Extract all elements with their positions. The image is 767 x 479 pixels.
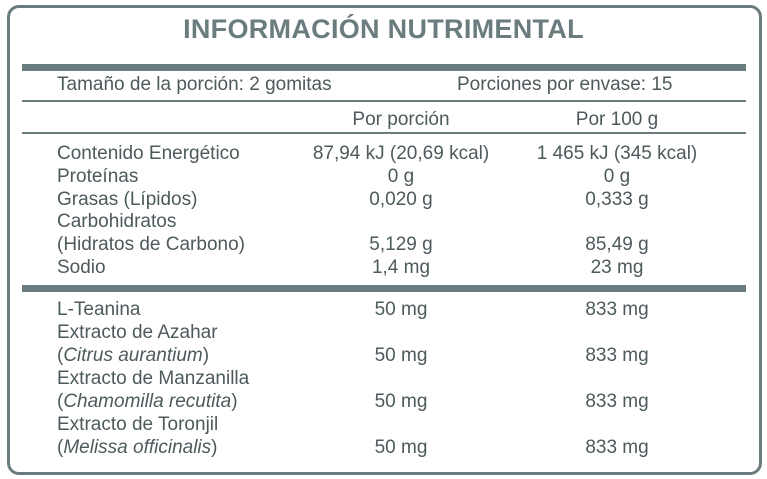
per-100g: 85,49 g xyxy=(585,234,649,255)
per-portion: 50 mg xyxy=(374,299,428,320)
parenthesis: ( xyxy=(57,391,64,412)
row-label: Sodio xyxy=(57,257,106,278)
per-100g: 23 mg xyxy=(590,257,644,278)
row-label: Proteínas xyxy=(57,166,139,187)
row-label: Grasas (Lípidos) xyxy=(57,189,198,210)
per-100g: 833 mg xyxy=(585,299,649,320)
servings-per-container: Porciones por envase: 15 xyxy=(457,74,673,95)
thick-rule xyxy=(22,64,746,71)
row-sublabel: (Citrus aurantium) xyxy=(57,344,209,368)
row-sublabel: (Chamomilla recutita) xyxy=(57,390,238,414)
per-100g: 833 mg xyxy=(585,391,649,412)
row-sublabel: (Hidratos de Carbono) xyxy=(57,234,245,255)
scientific-name: Chamomilla recutita xyxy=(63,391,232,412)
row-label: Extracto de Manzanilla xyxy=(57,368,250,389)
parenthesis: ( xyxy=(57,345,64,366)
thin-rule xyxy=(22,132,746,134)
row-label: Carbohidratos xyxy=(57,211,177,232)
per-portion: 0,020 g xyxy=(369,189,433,210)
scientific-name: Citrus aurantium xyxy=(63,345,203,366)
per-100g: 0 g xyxy=(603,166,631,187)
per-100g: 0,333 g xyxy=(585,189,649,210)
frame xyxy=(7,5,762,475)
thick-rule xyxy=(22,285,746,292)
row-label: L-Teanina xyxy=(57,299,141,320)
parenthesis: ( xyxy=(57,437,64,458)
per-portion: 0 g xyxy=(387,166,415,187)
column-header: Por porción xyxy=(352,109,450,130)
per-portion: 50 mg xyxy=(374,391,428,412)
per-portion: 5,129 g xyxy=(369,234,433,255)
per-100g: 833 mg xyxy=(585,437,649,458)
title: INFORMACIÓN NUTRIMENTAL xyxy=(183,14,584,44)
parenthesis: ) xyxy=(211,437,218,458)
parenthesis: ) xyxy=(231,391,238,412)
per-100g: 1 465 kJ (345 kcal) xyxy=(536,143,698,164)
row-label: Extracto de Toronjil xyxy=(57,414,219,435)
per-portion: 87,94 kJ (20,69 kcal) xyxy=(312,143,490,164)
row-sublabel: (Melissa officinalis) xyxy=(57,436,217,460)
thin-rule xyxy=(22,100,746,102)
scientific-name: Melissa officinalis xyxy=(63,437,212,458)
per-100g: 833 mg xyxy=(585,345,649,366)
per-portion: 50 mg xyxy=(374,437,428,458)
serving-size: Tamaño de la porción: 2 gomitas xyxy=(57,74,332,95)
parenthesis: ) xyxy=(202,345,210,366)
per-portion: 1,4 mg xyxy=(371,257,431,278)
per-portion: 50 mg xyxy=(374,345,428,366)
row-label: Extracto de Azahar xyxy=(57,322,218,343)
column-header: Por 100 g xyxy=(575,109,659,130)
row-label: Contenido Energético xyxy=(57,143,240,164)
